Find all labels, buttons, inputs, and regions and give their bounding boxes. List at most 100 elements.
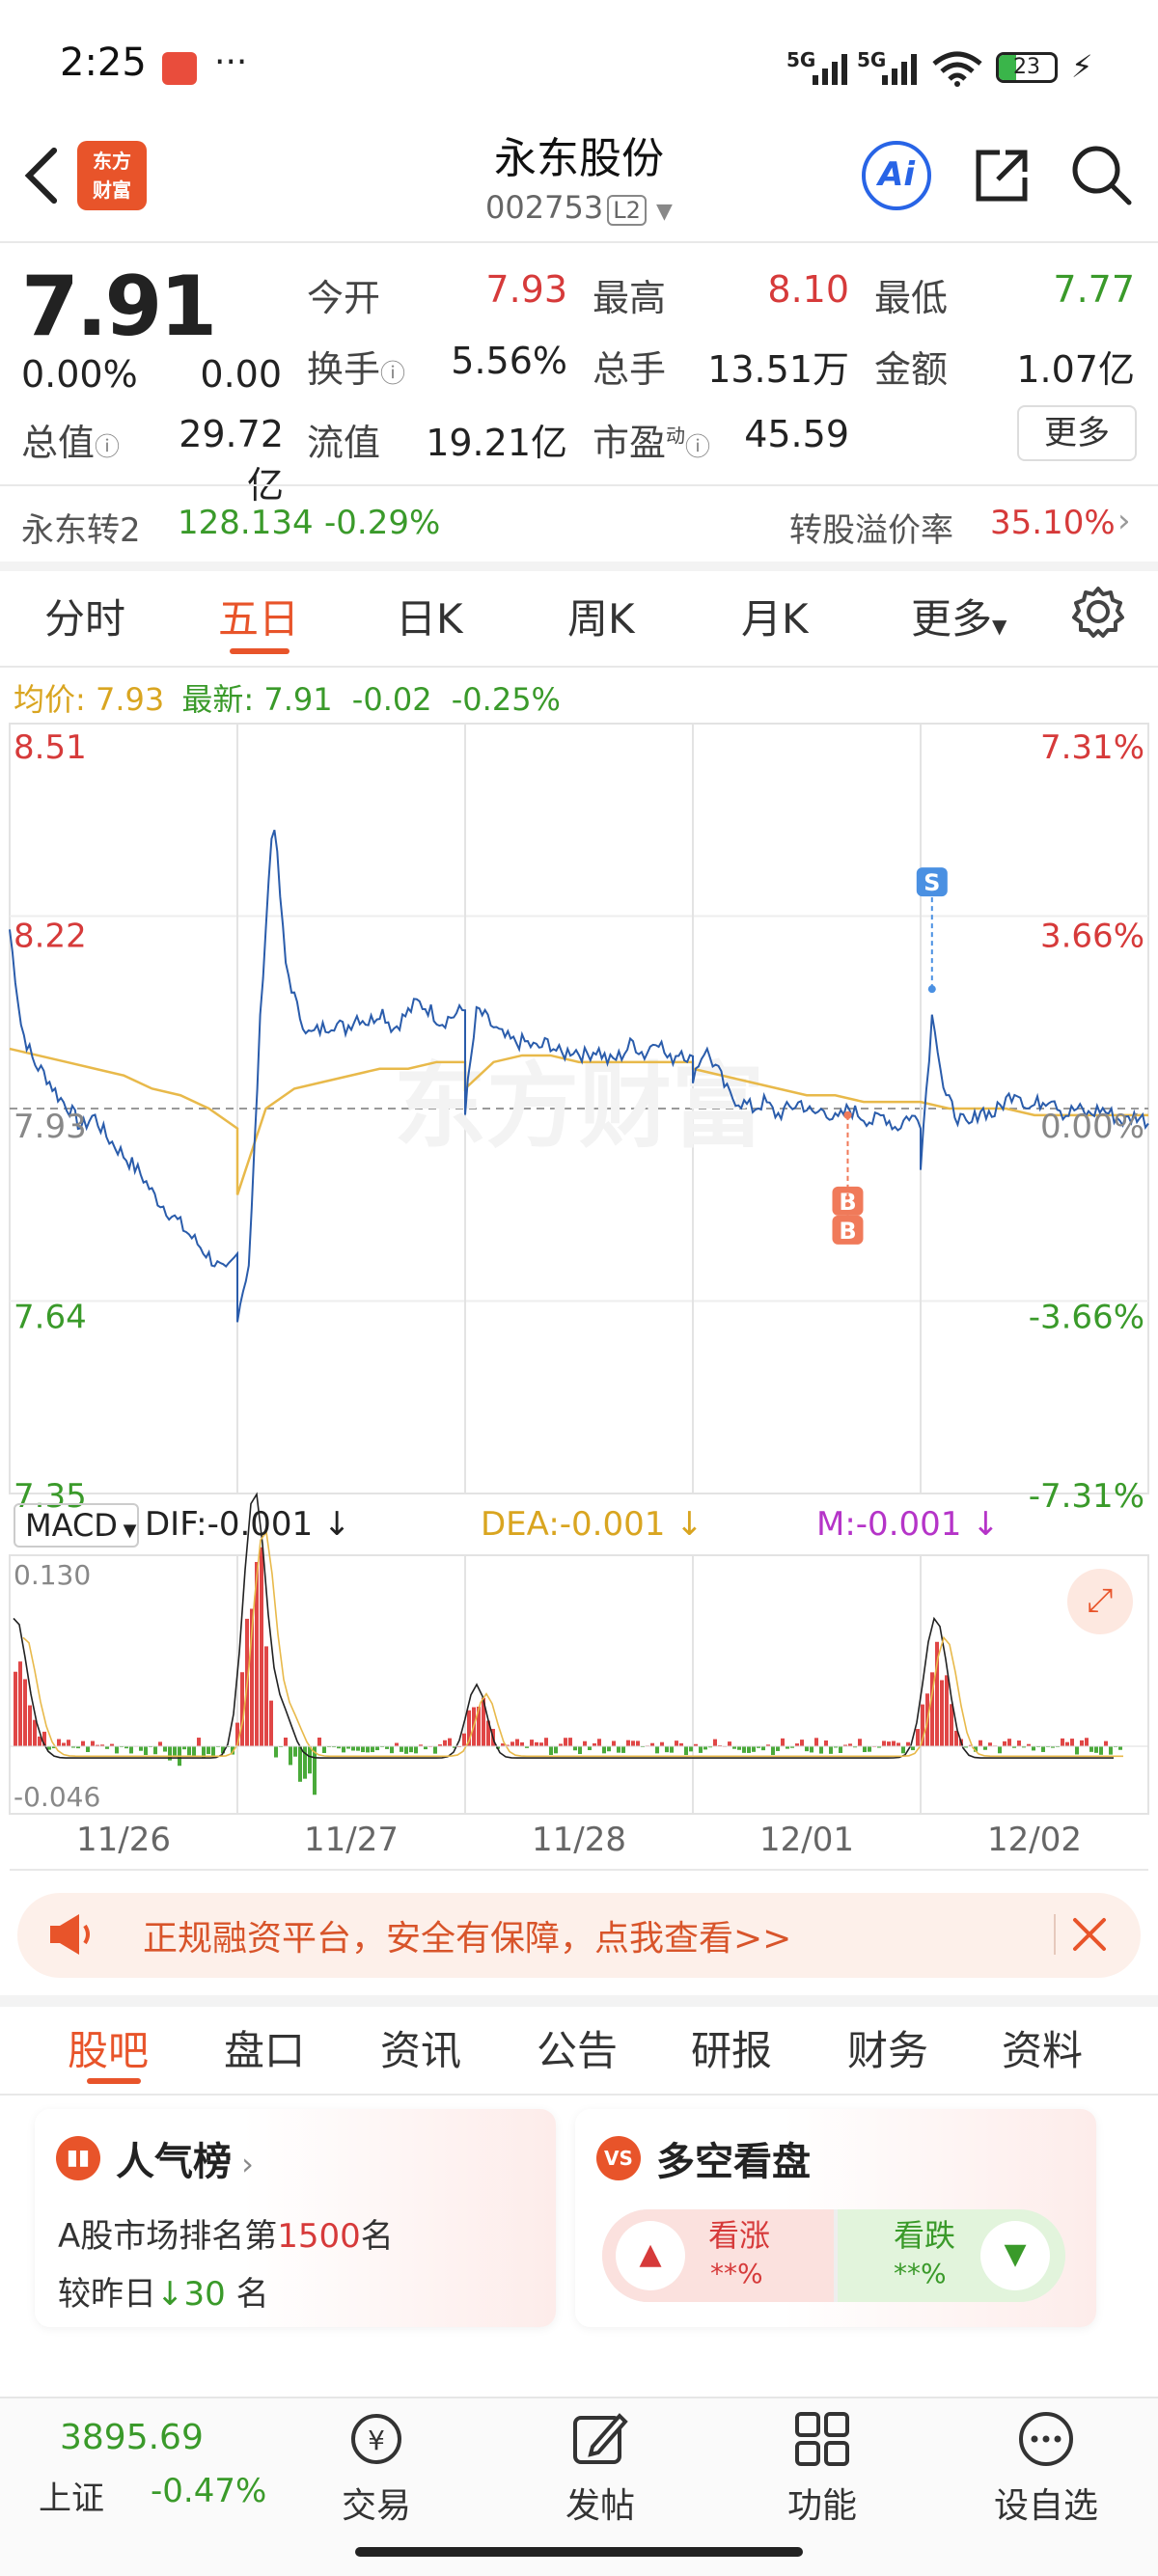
expand-icon[interactable]: ⤢ [1067, 1569, 1133, 1634]
tab-announcements[interactable]: 公告 [537, 2027, 619, 2074]
logo-text-1: 东方 [93, 150, 131, 173]
macd-histogram-bar [1094, 1745, 1098, 1753]
high-value: 8.10 [767, 268, 849, 311]
macd-histogram-bar [1012, 1745, 1016, 1748]
macd-histogram-bar [564, 1738, 567, 1746]
macd-histogram-bar [390, 1745, 394, 1754]
home-indicator [355, 2547, 803, 2557]
tab-more[interactable]: 更多▼ [911, 595, 1007, 643]
stock-code-row[interactable]: 002753 L2 ▼ [425, 189, 733, 226]
macd-selector[interactable]: MACD ▼ [14, 1503, 139, 1548]
banner-text[interactable]: 正规融资平台，安全有保障，点我查看>> [143, 1919, 792, 1959]
y-axis-right-label: -3.66% [1029, 1299, 1144, 1337]
tab-research[interactable]: 研报 [691, 2027, 773, 2074]
five-day-chart[interactable]: 东方财富 SBB 8.518.227.937.647.357.31%3.66%0… [0, 714, 1158, 1872]
promo-banner[interactable] [17, 1893, 1141, 1978]
macd-histogram-bar [626, 1740, 630, 1746]
macd-histogram-bar [525, 1745, 529, 1748]
nav-add-watchlist[interactable]: 设自选 [993, 2486, 1098, 2526]
macd-histogram-bar [255, 1561, 259, 1746]
macd-histogram-bar [81, 1740, 85, 1746]
macd-histogram-bar [284, 1737, 288, 1746]
macd-histogram-bar [395, 1742, 399, 1746]
bond-name[interactable]: 永东转2 [21, 511, 141, 550]
trade-yuan-icon[interactable]: ¥ [345, 2408, 407, 2470]
settings-gear-icon[interactable] [1071, 585, 1125, 639]
nav-functions[interactable]: 功能 [786, 2486, 857, 2526]
info-icon[interactable]: ⓘ [380, 360, 406, 389]
more-dots-icon: ··· [214, 42, 248, 82]
y-axis-right-label: 7.31% [1040, 728, 1144, 767]
popularity-card[interactable] [35, 2109, 556, 2327]
tab-daily-k[interactable]: 日K [396, 595, 463, 643]
macd-histogram-bar [433, 1745, 437, 1754]
macd-histogram-bar [539, 1742, 543, 1746]
macd-histogram-bar [462, 1733, 466, 1746]
bear-button[interactable]: ▼ [980, 2221, 1050, 2290]
nav-trade[interactable]: 交易 [341, 2486, 411, 2526]
x-axis-day-label: 11/26 [76, 1821, 171, 1859]
macd-histogram-bar [607, 1745, 611, 1752]
macd-histogram-bar [182, 1745, 186, 1750]
macd-histogram-bar [824, 1740, 828, 1746]
macd-histogram-bar [530, 1740, 534, 1746]
more-button[interactable]: 更多 [1017, 405, 1137, 461]
share-icon[interactable] [971, 145, 1033, 206]
chevron-right-icon[interactable]: › [1117, 502, 1131, 540]
bull-button[interactable]: ▲ [616, 2221, 685, 2290]
high-label: 最高 [593, 277, 667, 319]
macd-top-label: 0.130 [14, 1559, 91, 1591]
ai-assistant-button[interactable]: Ai [862, 141, 931, 210]
info-icon[interactable]: ⓘ [95, 433, 121, 462]
tab-monthly-k[interactable]: 月K [741, 595, 809, 643]
charging-icon: ⚡ [1071, 48, 1093, 85]
tab-profile[interactable]: 资料 [1002, 2027, 1084, 2074]
macd-histogram-bar [501, 1743, 505, 1746]
macd-histogram-bar [684, 1745, 688, 1756]
macd-histogram-bar [337, 1745, 341, 1749]
macd-histogram-bar [47, 1745, 51, 1750]
macd-histogram-bar [264, 1646, 268, 1746]
macd-histogram-bar [834, 1745, 838, 1748]
nav-post[interactable]: 发帖 [565, 2486, 635, 2526]
tab-forum[interactable]: 股吧 [68, 2027, 150, 2074]
back-arrow-icon[interactable] [21, 145, 64, 206]
compose-post-icon[interactable] [569, 2408, 631, 2470]
index-value[interactable]: 3895.69 [60, 2418, 204, 2457]
search-icon[interactable] [1069, 143, 1133, 206]
macd-histogram-bar [1051, 1745, 1055, 1748]
close-icon[interactable] [1071, 1916, 1108, 1953]
macd-dea-line [22, 1529, 1123, 1758]
bond-change: -0.29% [324, 504, 441, 542]
macd-histogram-bar [1089, 1745, 1093, 1752]
buy-marker [832, 1186, 864, 1216]
index-name[interactable]: 上证 [39, 2480, 104, 2518]
macd-histogram-bar [892, 1740, 896, 1746]
more-circle-icon[interactable] [1015, 2408, 1077, 2470]
tab-five-day[interactable]: 五日 [218, 595, 300, 643]
macd-histogram-bar [57, 1739, 61, 1746]
sentiment-title: 多空看盘 [656, 2140, 811, 2184]
macd-histogram-bar [776, 1745, 780, 1751]
tab-intraday[interactable]: 分时 [44, 595, 126, 643]
macd-histogram-bar [438, 1744, 442, 1746]
popularity-title[interactable]: 人气榜 › [116, 2140, 254, 2184]
macd-histogram-bar [298, 1745, 302, 1782]
macd-histogram-bar [76, 1745, 80, 1749]
info-icon[interactable]: ⓘ [685, 433, 711, 462]
float-value: 19.21亿 [426, 422, 567, 464]
macd-histogram-bar [173, 1745, 177, 1756]
macd-histogram-bar [115, 1745, 119, 1754]
tab-orderbook[interactable]: 盘口 [224, 2027, 306, 2074]
divider [0, 666, 1158, 668]
divider [0, 2094, 1158, 2096]
tab-weekly-k[interactable]: 周K [567, 595, 635, 643]
tab-financials[interactable]: 财务 [847, 2027, 929, 2074]
tab-news[interactable]: 资讯 [380, 2027, 462, 2074]
functions-grid-icon[interactable] [791, 2408, 853, 2470]
macd-dif: DIF:-0.001 ↓ [145, 1505, 351, 1544]
app-logo: 东方 财富 [77, 141, 147, 210]
macd-histogram-bar [877, 1745, 881, 1748]
index-change[interactable]: -0.47% [151, 2472, 267, 2510]
macd-histogram-bar [665, 1745, 669, 1753]
